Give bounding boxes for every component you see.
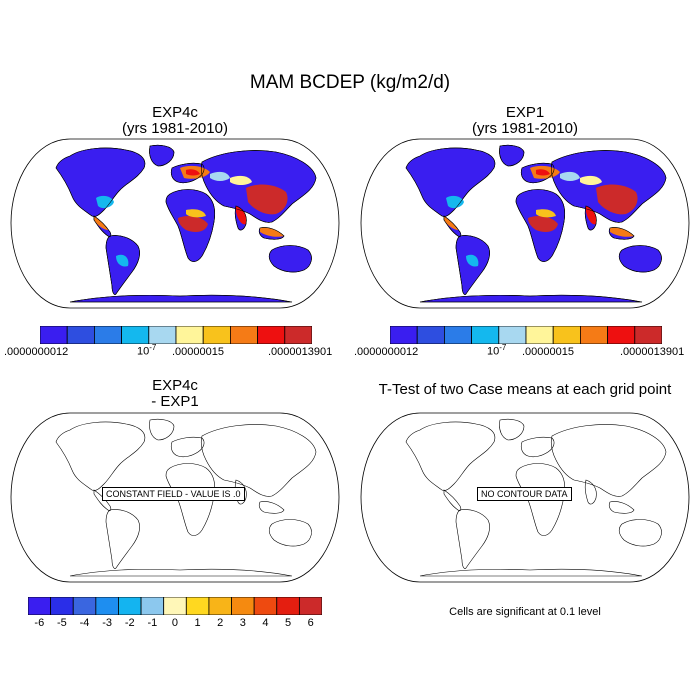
panel-title-line1: EXP1 (505, 104, 545, 121)
colorbar-tick-label: -4 (79, 617, 90, 629)
colorbar-box (579, 325, 608, 345)
map-exp1 (360, 138, 690, 309)
colorbar-label-min: .0000000012 (354, 346, 419, 358)
colorbar-box (50, 596, 74, 616)
colorbar-exp4c (39, 325, 313, 345)
colorbar-tick-label: 0 (171, 617, 179, 629)
panel-title-line2: (yrs 1981-2010) (472, 120, 578, 137)
colorbar-box (253, 596, 278, 616)
colorbar-label-power: 10-7 (487, 343, 506, 358)
colorbar-boxes (27, 596, 323, 616)
colorbar-label-power-exp: -7 (149, 343, 157, 352)
colorbar-box (257, 325, 286, 345)
colorbar-label-power-exp: -7 (499, 343, 507, 352)
panel-title-ttest: T-Test of two Case means at each grid po… (378, 381, 672, 398)
colorbar-box (202, 325, 231, 345)
colorbar-tick-label: 1 (194, 617, 201, 629)
colorbar-box (444, 325, 473, 345)
colorbar-tick-label: -5 (57, 617, 67, 629)
colorbar-boxes (389, 325, 663, 345)
colorbar-box (66, 325, 95, 345)
colorbar-box (175, 325, 204, 345)
colorbar-box (471, 325, 500, 345)
colorbar-box (498, 325, 527, 345)
panel-title-diff: EXP4c - EXP1 (10, 378, 340, 410)
colorbar-box (389, 325, 418, 345)
colorbar-tick-label: -1 (147, 617, 158, 629)
colorbar-label-mid: .00000015 (522, 346, 574, 358)
colorbar-box (95, 596, 119, 616)
main-title: MAM BCDEP (kg/m2/d) (249, 72, 451, 93)
panel-title-line1: EXP4c (152, 104, 198, 121)
colorbar-box (94, 325, 123, 345)
colorbar-box (185, 596, 210, 616)
colorbar-label-max: .0000013901 (620, 346, 685, 358)
colorbar-diff (27, 596, 323, 616)
colorbar-box (231, 596, 255, 616)
colorbar-box (552, 325, 581, 345)
constant-field-message: CONSTANT FIELD - VALUE IS .0 (102, 487, 245, 501)
panel-title-exp4c: EXP4c (yrs 1981-2010) (10, 105, 340, 137)
significance-note: Cells are significant at 0.1 level (449, 606, 601, 618)
colorbar-tick-label: 2 (217, 617, 224, 629)
colorbar-box (163, 596, 187, 616)
colorbar-box (607, 325, 636, 345)
colorbar-label-mid: .00000015 (172, 346, 224, 358)
colorbar-tick-label: -2 (124, 617, 135, 629)
colorbar-box (39, 325, 68, 345)
colorbar-box (121, 325, 150, 345)
colorbar-box (208, 596, 232, 616)
colorbar-box (118, 596, 142, 616)
colorbar-box (634, 325, 663, 345)
colorbar-tick-label: -3 (102, 617, 113, 629)
panel-title-line1: EXP4c (152, 377, 198, 394)
colorbar-tick-label: 6 (307, 617, 314, 629)
panel-title-exp1: EXP1 (yrs 1981-2010) (360, 105, 690, 137)
map-exp4c (10, 138, 340, 309)
colorbar-box (229, 325, 258, 345)
colorbar-label-power-base: 10 (137, 345, 150, 358)
colorbar-label-power-base: 10 (487, 345, 500, 358)
colorbar-exp1 (389, 325, 663, 345)
colorbar-tick-label: 5 (285, 617, 292, 629)
colorbar-box (148, 325, 177, 345)
colorbar-tick-label: 4 (262, 617, 269, 629)
colorbar-tick-label: -6 (34, 617, 45, 629)
colorbar-box (27, 596, 52, 616)
colorbar-box (525, 325, 554, 345)
colorbar-tick-label: 3 (239, 617, 246, 629)
colorbar-box (140, 596, 165, 616)
colorbar-box (276, 596, 300, 616)
colorbar-label-power: 10-7 (137, 343, 156, 358)
panel-title-line2: (yrs 1981-2010) (122, 120, 228, 137)
colorbar-boxes (39, 325, 313, 345)
colorbar-box (72, 596, 97, 616)
colorbar-label-min: .0000000012 (4, 346, 69, 358)
colorbar-box (298, 596, 323, 616)
colorbar-box (416, 325, 445, 345)
colorbar-label-max: .0000013901 (268, 346, 333, 358)
colorbar-box (284, 325, 313, 345)
no-contour-message: NO CONTOUR DATA (477, 487, 572, 501)
panel-title-line2: - EXP1 (151, 393, 199, 410)
colorbar-diff-labels: -6 -5 -4 -3 -2 -1 0 1 2 3 4 5 6 (28, 615, 322, 629)
